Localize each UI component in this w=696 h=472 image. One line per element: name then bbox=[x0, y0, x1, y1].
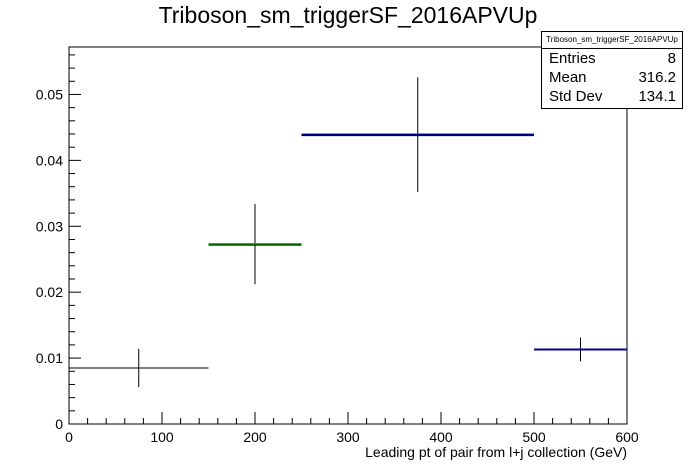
x-axis-label: Leading pt of pair from l+j collection (… bbox=[365, 444, 627, 460]
x-tick-label: 500 bbox=[522, 429, 546, 445]
y-tick-label: 0 bbox=[55, 416, 63, 432]
stats-value: 8 bbox=[667, 50, 676, 67]
y-tick-label: 0.05 bbox=[36, 86, 63, 102]
y-tick-label: 0.03 bbox=[36, 218, 63, 234]
x-tick-label: 100 bbox=[150, 429, 174, 445]
stats-value: 316.2 bbox=[638, 69, 676, 86]
stats-value: 134.1 bbox=[638, 88, 676, 105]
stats-label: Entries bbox=[549, 50, 596, 67]
x-tick-label: 300 bbox=[336, 429, 360, 445]
y-tick-label: 0.04 bbox=[36, 152, 63, 168]
chart-title: Triboson_sm_triggerSF_2016APVUp bbox=[158, 2, 538, 28]
stats-row-stddev: Std Dev 134.1 bbox=[542, 87, 682, 106]
x-tick-label: 0 bbox=[65, 429, 73, 445]
stats-row-mean: Mean 316.2 bbox=[542, 68, 682, 87]
x-tick-label: 600 bbox=[615, 429, 639, 445]
y-tick-label: 0.02 bbox=[36, 284, 63, 300]
stats-box-name: Triboson_sm_triggerSF_2016APVUp bbox=[542, 32, 682, 49]
x-tick-label: 200 bbox=[243, 429, 267, 445]
x-tick-label: 400 bbox=[429, 429, 453, 445]
stats-box: Triboson_sm_triggerSF_2016APVUp Entries … bbox=[541, 31, 683, 109]
y-tick-label: 0.01 bbox=[36, 350, 63, 366]
stats-row-entries: Entries 8 bbox=[542, 49, 682, 68]
stats-label: Mean bbox=[549, 69, 587, 86]
stats-label: Std Dev bbox=[549, 88, 603, 105]
